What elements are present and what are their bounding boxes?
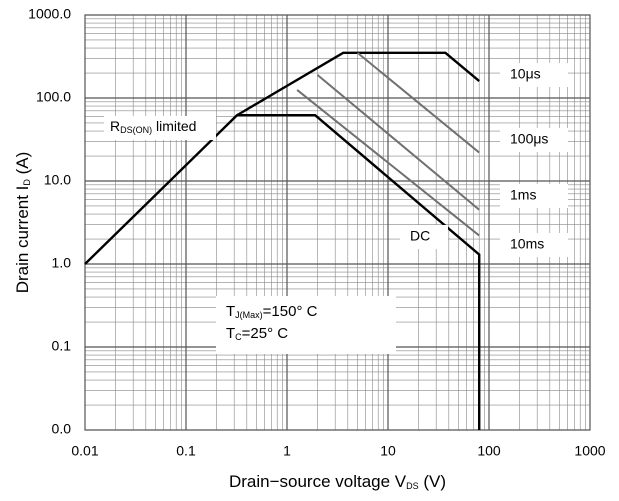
series-label: 10μs	[510, 66, 541, 82]
annotation-sub: C	[235, 332, 242, 342]
x-tick-label: 1000	[574, 443, 605, 459]
series-label: DC	[410, 228, 430, 244]
annotation: TJ(Max)=150° C	[226, 303, 318, 320]
series-line	[316, 74, 480, 211]
annotation-sub: J(Max)	[235, 310, 263, 320]
y-tick-label: 1.0	[52, 255, 72, 271]
label-box	[500, 184, 568, 208]
x-tick-label: 0.1	[176, 443, 196, 459]
series-label: 1ms	[510, 187, 536, 203]
y-tick-label: 10.0	[44, 172, 71, 188]
y-tick-label: 1000.0	[28, 6, 71, 22]
label-box	[500, 63, 568, 87]
x-tick-label: 100	[477, 443, 501, 459]
x-tick-label: 0.01	[71, 443, 98, 459]
y-tick-label: 100.0	[36, 89, 71, 105]
series-line	[296, 89, 480, 237]
x-tick-label: 1	[283, 443, 291, 459]
annotation-box	[216, 296, 396, 354]
y-axis-title-rest: (A)	[13, 152, 32, 179]
series-label: 100μs	[510, 131, 548, 147]
label-box	[500, 233, 568, 257]
y-tick-label: 0.0	[52, 421, 72, 437]
annotation-rest: =25° C	[242, 325, 289, 342]
series-line	[236, 51, 480, 117]
annotation-main: T	[226, 325, 235, 342]
annotation-box	[104, 116, 216, 140]
x-tick-label: 10	[380, 443, 396, 459]
annotation: TC=25° C	[226, 325, 288, 342]
series-line	[84, 114, 481, 430]
series-label: 10ms	[510, 236, 544, 252]
x-axis-title-rest: (V)	[419, 472, 446, 491]
y-axis-title-sub: D	[22, 179, 32, 186]
annotation-main: R	[110, 118, 120, 134]
annotation: RDS(ON) limited	[110, 118, 196, 136]
label-box	[500, 128, 568, 152]
annotation-rest: =150° C	[263, 303, 318, 320]
y-axis-title-main: Drain current I	[13, 186, 32, 294]
series-line	[356, 52, 480, 154]
x-axis-title: Drain−source voltage VDS (V)	[229, 472, 446, 491]
annotation-rest: limited	[152, 118, 196, 134]
label-box	[400, 225, 448, 249]
y-axis-title: Drain current ID (A)	[13, 152, 32, 294]
x-axis-title-main: Drain−source voltage V	[229, 472, 407, 491]
y-tick-label: 0.1	[52, 338, 72, 354]
x-axis-title-sub: DS	[406, 481, 419, 491]
annotation-sub: DS(ON)	[120, 125, 152, 135]
annotation-main: T	[226, 303, 235, 320]
